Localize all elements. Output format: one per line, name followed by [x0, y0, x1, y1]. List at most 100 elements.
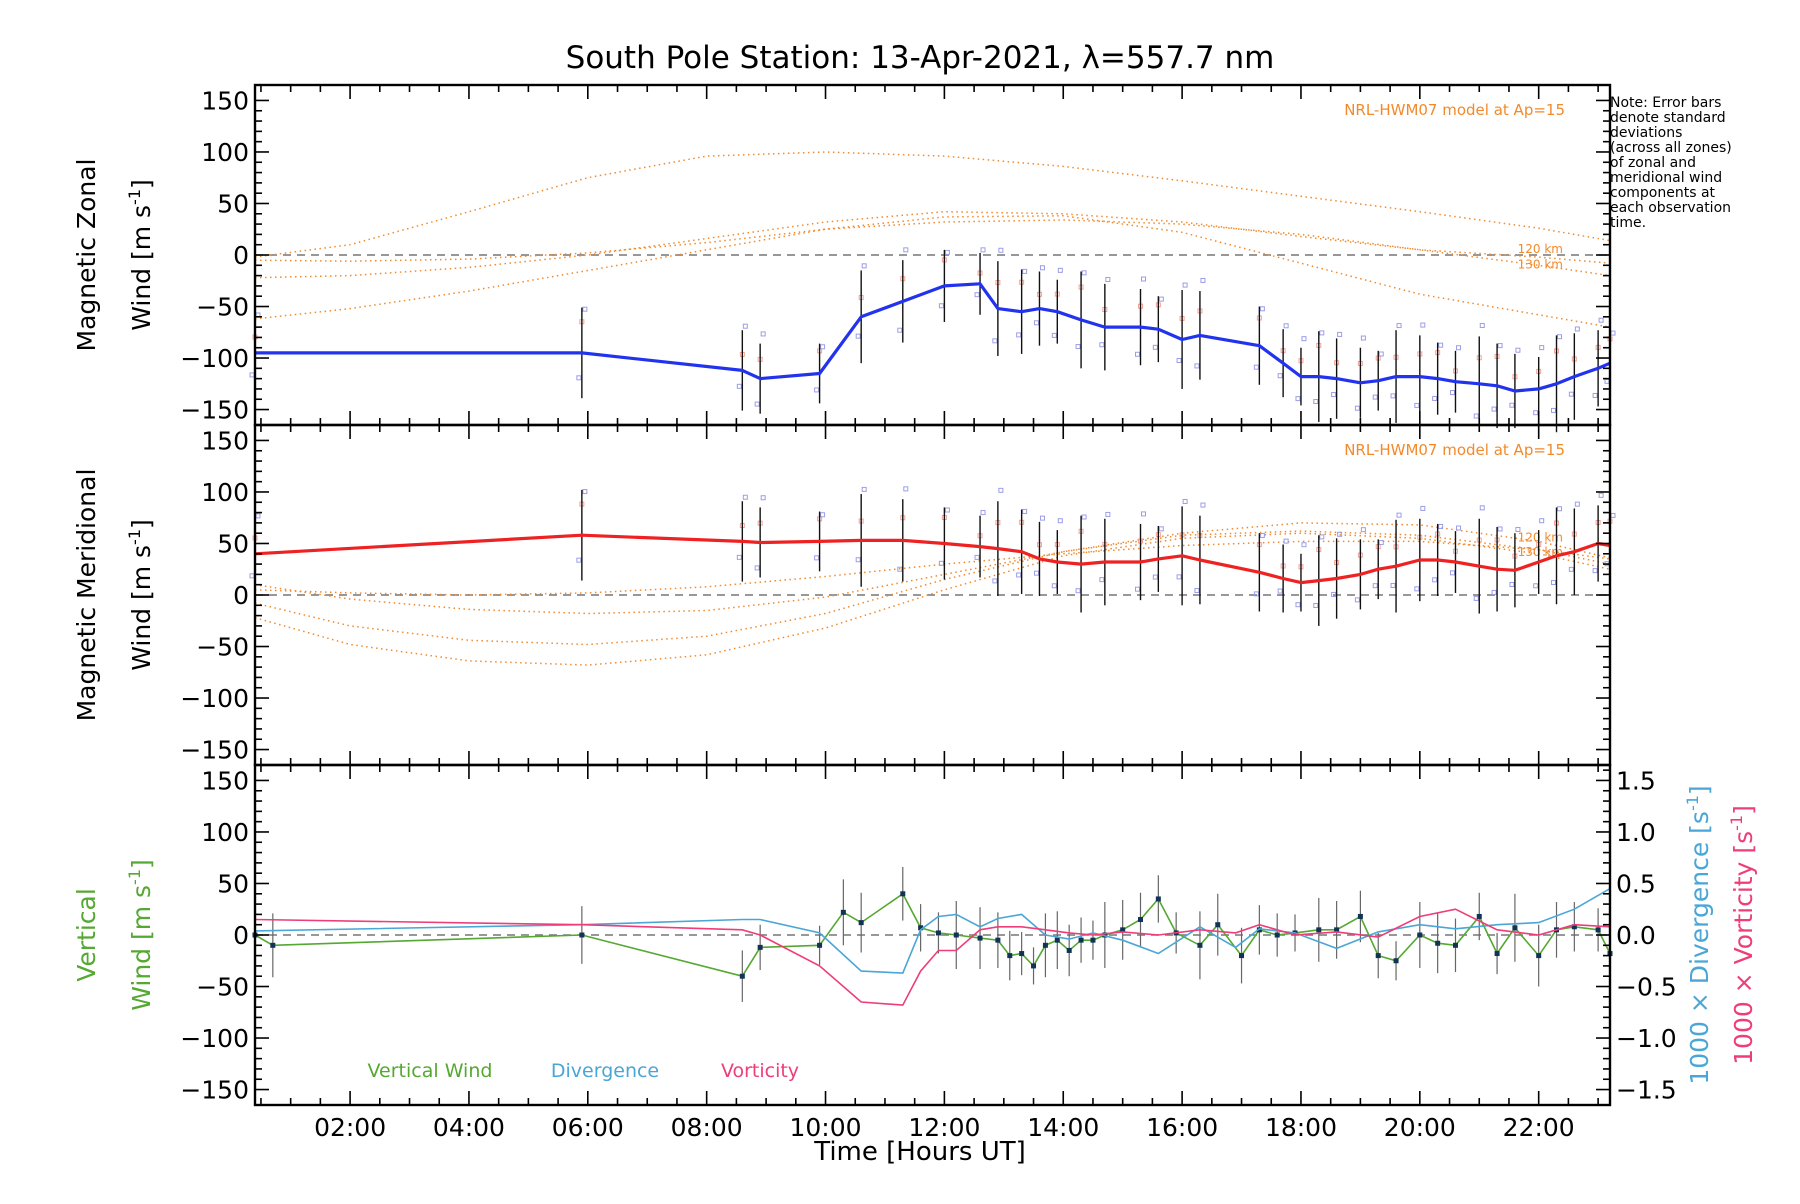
zone-marker	[855, 557, 861, 563]
zone-marker	[1509, 581, 1515, 587]
model-curve-mer-b	[254, 530, 1611, 646]
zone-marker	[992, 578, 998, 584]
zone-marker	[582, 306, 588, 312]
zone-marker	[1182, 282, 1188, 288]
zone-marker	[1574, 501, 1580, 507]
model-annotation: NRL-HWM07 model at Ap=15	[1344, 101, 1565, 119]
zone-marker	[1337, 331, 1343, 337]
zone-marker	[980, 247, 986, 253]
zone-marker	[742, 494, 748, 500]
zone-marker	[897, 327, 903, 333]
vertical-wind-point	[840, 909, 846, 915]
zone-marker	[1253, 591, 1259, 597]
zone-marker	[1568, 566, 1574, 572]
vertical-wind-point	[1031, 963, 1037, 969]
vertical-wind-point	[1256, 927, 1262, 933]
vertical-wind-point	[1494, 951, 1500, 957]
vertical-wind-point	[1054, 937, 1060, 943]
zone-marker	[1592, 568, 1598, 574]
legend-entry: Vorticity	[721, 1060, 799, 1082]
zone-marker	[1277, 588, 1283, 594]
zone-marker	[1259, 306, 1265, 312]
zone-marker	[1141, 511, 1147, 517]
zone-marker	[1259, 532, 1265, 538]
zone-marker	[760, 495, 766, 501]
y-tick-label: 0	[233, 241, 249, 270]
note-line: denote standard	[1610, 110, 1726, 126]
zone-marker	[1497, 343, 1503, 349]
series-line-vorticity	[254, 908, 1611, 1006]
zone-marker	[1331, 392, 1337, 398]
vertical-wind-point	[1239, 953, 1245, 959]
note-line: time.	[1610, 215, 1646, 231]
zone-marker	[1432, 395, 1438, 401]
vertical-wind-point	[1595, 927, 1601, 933]
vertical-panel: Vertical Wind Divergence Vorticity 1.5 1.0 0.…	[72, 763, 1758, 1107]
zone-marker	[1075, 588, 1081, 594]
y-tick-label: −50	[196, 633, 249, 662]
zone-marker	[1557, 506, 1563, 512]
zone-marker	[1099, 577, 1105, 583]
zone-marker	[1539, 345, 1545, 351]
x-tick-label: 16:00	[1146, 1113, 1218, 1142]
y-tick-label: 150	[201, 426, 249, 455]
zone-marker	[1253, 364, 1259, 370]
vertical-wind-point	[900, 891, 906, 897]
zone-marker	[576, 375, 582, 381]
zone-marker	[861, 263, 867, 269]
vertical-wind-point	[579, 932, 585, 938]
zone-marker	[1354, 597, 1360, 603]
y-axis-label-line1: Vertical	[72, 888, 101, 982]
zone-marker	[1051, 332, 1057, 338]
y-tick-label: 0	[233, 921, 249, 950]
right-y-tick-label: 0.5	[1616, 869, 1656, 898]
zone-marker	[1194, 363, 1200, 369]
zone-marker	[760, 331, 766, 337]
vertical-wind-point	[270, 942, 276, 948]
zone-marker-group	[974, 510, 986, 560]
vertical-wind-point	[1536, 953, 1542, 959]
model-curve-zonal-120	[254, 210, 1611, 279]
meridional-wind-line	[254, 533, 1611, 585]
zone-marker	[1319, 534, 1325, 540]
zone-marker	[998, 487, 1004, 493]
note-line: (across all zones)	[1610, 140, 1732, 156]
vertical-wind-point	[1007, 953, 1013, 959]
x-tick-label: 18:00	[1265, 1113, 1337, 1142]
zone-marker	[1354, 405, 1360, 411]
zone-marker	[1141, 276, 1147, 282]
vertical-wind-point	[757, 944, 763, 950]
zone-marker	[1509, 402, 1515, 408]
vertical-wind-point	[1042, 942, 1048, 948]
zone-marker	[1194, 588, 1200, 594]
zone-marker	[1491, 589, 1497, 595]
zone-marker	[1057, 267, 1063, 273]
right-axis-label-vorticity: 1000 × Vorticity [s-1]	[1727, 805, 1758, 1065]
zone-marker	[1592, 392, 1598, 398]
vertical-wind-point	[935, 930, 941, 936]
zone-marker	[938, 303, 944, 309]
legend-entry: Divergence	[551, 1060, 659, 1082]
zone-marker	[1497, 526, 1503, 532]
zone-marker	[1313, 399, 1319, 405]
zone-marker	[1551, 579, 1557, 585]
zone-marker	[1479, 505, 1485, 511]
zone-marker	[736, 554, 742, 560]
y-tick-label: −150	[180, 736, 249, 765]
zone-marker	[1438, 342, 1444, 348]
zone-marker	[903, 247, 909, 253]
zone-marker	[1432, 577, 1438, 583]
vertical-wind-point	[1357, 913, 1363, 919]
zone-marker-group	[1592, 492, 1604, 574]
note-line: components at	[1610, 185, 1716, 201]
model-curve-zonal-130	[254, 215, 1611, 328]
zone-marker	[1515, 526, 1521, 532]
vertical-wind-point	[817, 942, 823, 948]
right-y-tick-label: 1.5	[1616, 766, 1656, 795]
zone-marker	[1331, 591, 1337, 597]
right-y-tick-label: −1.0	[1616, 1024, 1677, 1053]
zone-marker	[742, 323, 748, 329]
zone-marker	[249, 573, 255, 579]
zone-marker	[1390, 582, 1396, 588]
